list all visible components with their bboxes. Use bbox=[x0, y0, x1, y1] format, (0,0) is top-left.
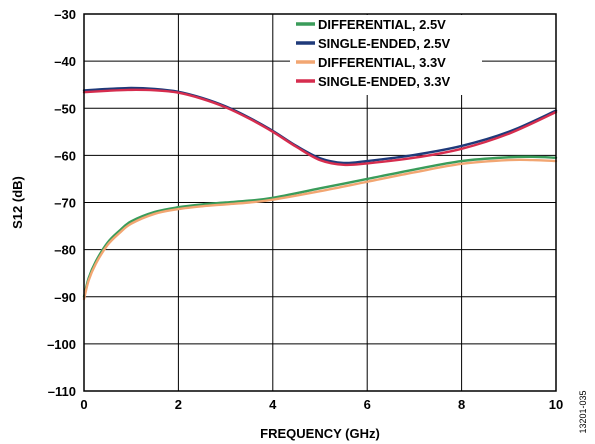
x-tick-label: 10 bbox=[549, 397, 563, 412]
series-line-differential-3-3v bbox=[82, 158, 558, 301]
legend-label: SINGLE-ENDED, 3.3V bbox=[318, 74, 451, 89]
y-tick-label: –40 bbox=[54, 54, 76, 69]
legend: DIFFERENTIAL, 2.5V SINGLE-ENDED, 2.5V DIFF… bbox=[296, 17, 451, 89]
y-tick-label: –90 bbox=[54, 290, 76, 305]
x-tick-labels: 0 2 4 6 8 10 bbox=[80, 397, 563, 412]
x-tick-label: 0 bbox=[80, 397, 87, 412]
y-tick-label: –100 bbox=[47, 337, 76, 352]
y-tick-label: –70 bbox=[54, 196, 76, 211]
legend-label: DIFFERENTIAL, 3.3V bbox=[318, 55, 446, 70]
x-tick-label: 6 bbox=[364, 397, 371, 412]
y-tick-label: –30 bbox=[54, 7, 76, 22]
y-tick-label: –110 bbox=[48, 384, 76, 399]
x-tick-label: 4 bbox=[269, 397, 277, 412]
y-tick-label: –60 bbox=[54, 148, 76, 163]
plot-frame bbox=[83, 13, 557, 392]
y-tick-label: –80 bbox=[54, 243, 76, 258]
series-line-single-ended-2-5v bbox=[82, 86, 558, 165]
figure-id: 13201-035 bbox=[578, 390, 588, 433]
y-tick-label: –50 bbox=[54, 101, 76, 116]
x-axis-label: FREQUENCY (GHz) bbox=[260, 426, 380, 441]
series-line-differential-2-5v bbox=[82, 155, 558, 298]
y-tick-labels: –30 –40 –50 –60 –70 –80 –90 –100 –110 bbox=[47, 7, 76, 399]
series-line-single-ended-3-3v bbox=[82, 88, 558, 167]
legend-label: DIFFERENTIAL, 2.5V bbox=[318, 17, 446, 32]
x-tick-label: 2 bbox=[175, 397, 182, 412]
legend-label: SINGLE-ENDED, 2.5V bbox=[318, 36, 451, 51]
x-tick-label: 8 bbox=[458, 397, 465, 412]
legend-background bbox=[290, 15, 482, 95]
series-group bbox=[82, 86, 558, 301]
y-axis-label: S12 (dB) bbox=[10, 176, 25, 229]
